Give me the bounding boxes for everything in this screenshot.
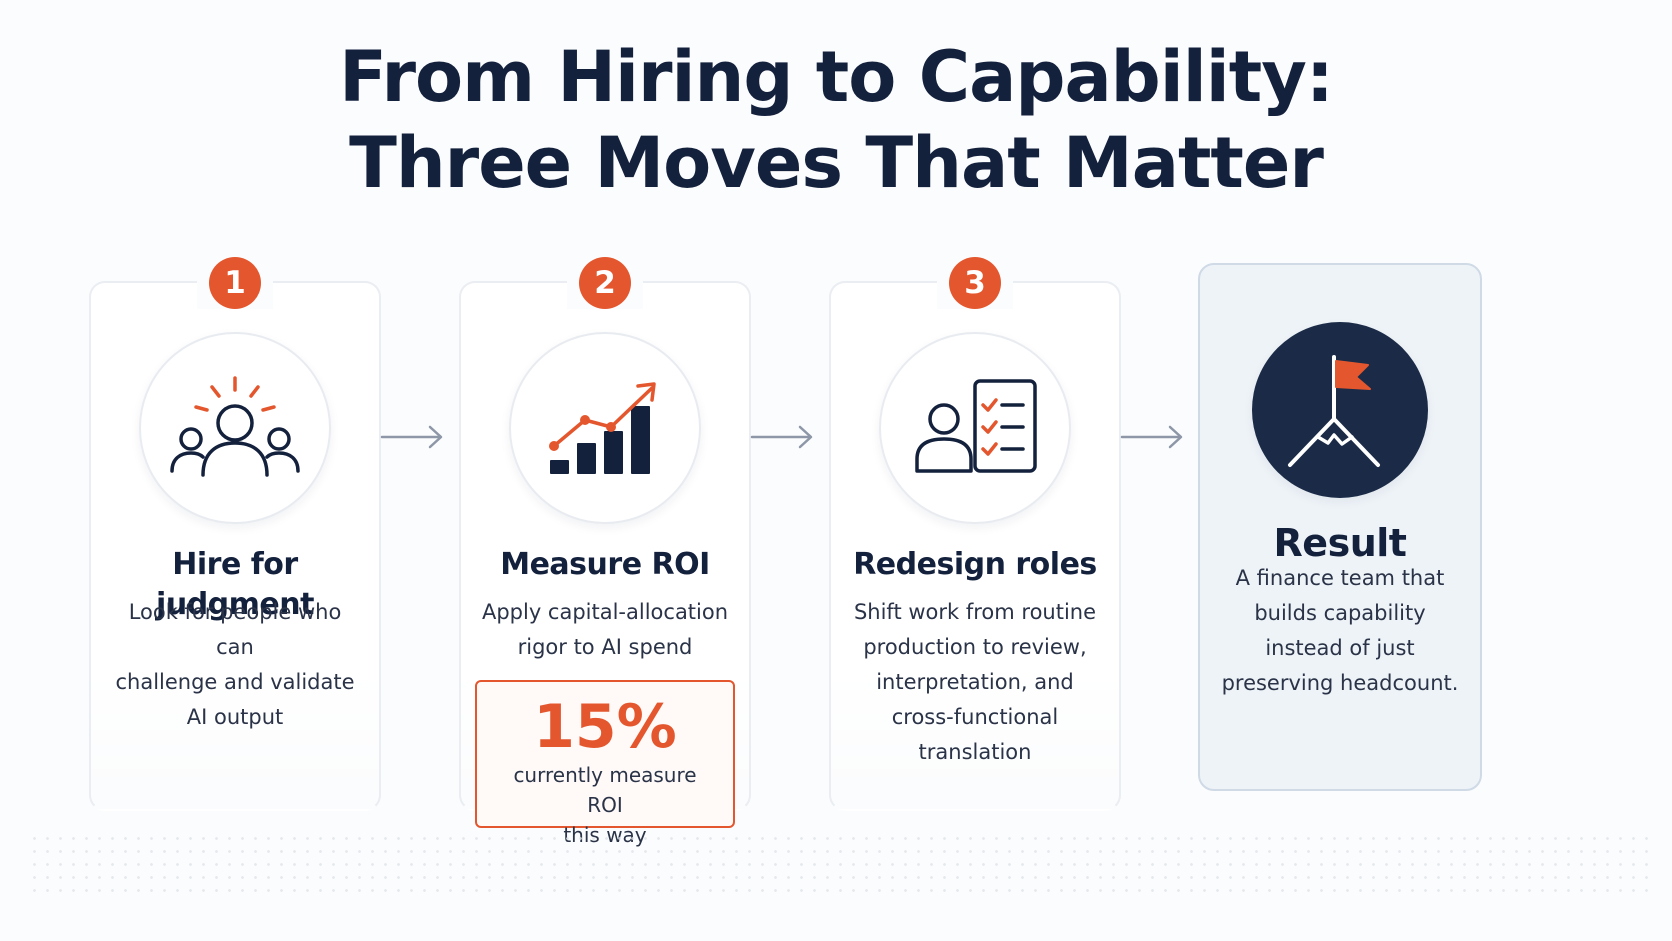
step-card-hire: 1 Hire for judgment Look for people who … [89,257,381,811]
growth-chart-icon [509,332,701,524]
step-description: Shift work from routine production to re… [853,600,1097,764]
step-title: Measure ROI [500,547,710,582]
person-checklist-icon [879,332,1071,524]
title-line-1: From Hiring to Capability: [339,36,1334,118]
arrow-right-icon [1120,425,1183,449]
step-title: Hire for judgment [156,547,314,622]
roi-stat-callout: 15% currently measure ROI this way [475,680,735,847]
step-title: Redesign roles [853,547,1097,582]
title-line-2: Three Moves That Matter [349,122,1324,204]
stat-value: 15% [533,692,677,762]
step-description: Apply capital-allocation rigor to AI spe… [481,600,729,659]
step-card-measure: 2 Measure ROI Apply capital-allocation r… [459,257,751,847]
step-card-redesign: 3 Redesign roles Shift work from routine… [829,257,1121,811]
step-number-2: 2 [579,257,631,309]
flag-mountain-icon [1252,322,1428,498]
step-description: Look for people who can challenge and va… [115,600,355,729]
step-badge: 3 [937,257,1013,309]
arrow-right-icon [380,425,443,449]
dot-pattern-decoration [28,832,1648,892]
page-title: From Hiring to Capability: Three Moves T… [0,34,1672,206]
result-card: Result A finance team that builds capabi… [1198,263,1482,791]
team-idea-icon [139,332,331,524]
step-number-3: 3 [949,257,1001,309]
result-title: Result [1273,521,1407,565]
arrow-right-icon [750,425,813,449]
result-description: A finance team that builds capability in… [1221,566,1459,695]
step-number-1: 1 [209,257,261,309]
step-badge: 2 [567,257,643,309]
step-badge: 1 [197,257,273,309]
